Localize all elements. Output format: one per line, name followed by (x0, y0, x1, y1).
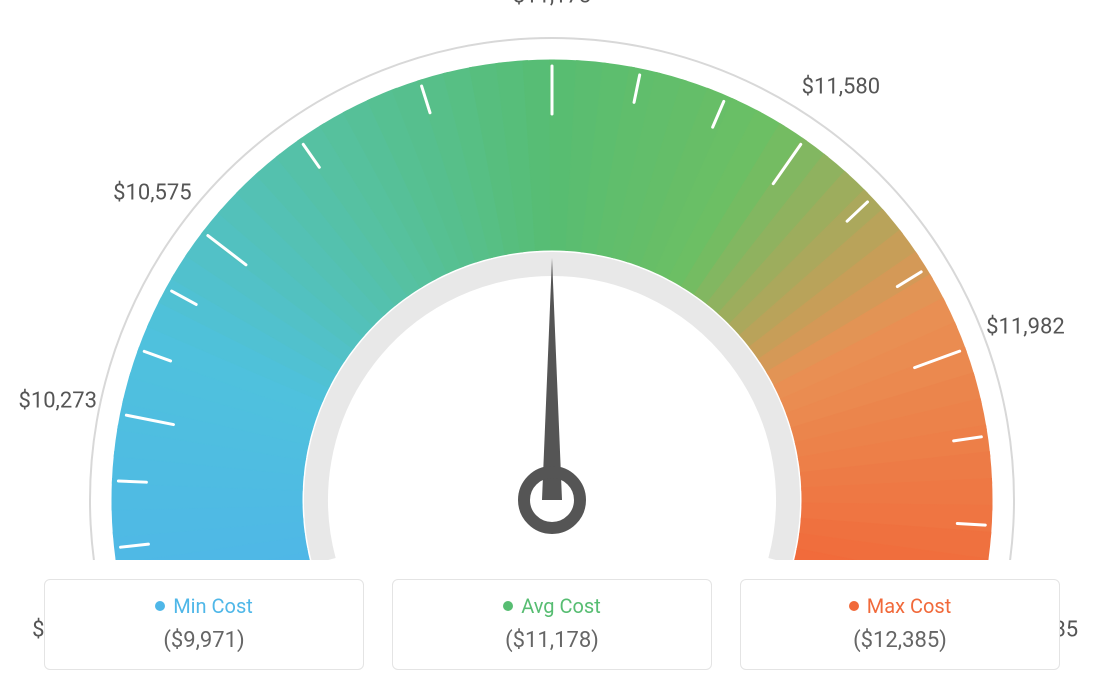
legend-row: Min Cost ($9,971) Avg Cost ($11,178) Max Cos… (0, 579, 1104, 670)
legend-title-text: Min Cost (173, 594, 253, 618)
legend-title-avg: Avg Cost (403, 594, 701, 618)
legend-card-avg: Avg Cost ($11,178) (392, 579, 712, 670)
legend-title-text: Max Cost (867, 594, 952, 618)
gauge-tick-label: $11,178 (513, 0, 592, 9)
legend-card-min: Min Cost ($9,971) (44, 579, 364, 670)
gauge-tick-label: $11,580 (802, 75, 881, 100)
legend-title-text: Avg Cost (521, 594, 601, 618)
legend-value-max: ($12,385) (751, 628, 1049, 653)
legend-title-min: Min Cost (55, 594, 353, 618)
legend-title-max: Max Cost (751, 594, 1049, 618)
legend-dot-min (155, 601, 165, 611)
gauge-needle (542, 258, 562, 500)
legend-dot-max (849, 601, 859, 611)
legend-dot-avg (503, 601, 513, 611)
gauge-tick-label: $11,982 (986, 315, 1065, 340)
gauge-svg (0, 0, 1104, 560)
gauge-tick-label: $10,273 (18, 389, 97, 414)
legend-value-avg: ($11,178) (403, 628, 701, 653)
legend-value-min: ($9,971) (55, 628, 353, 653)
legend-card-max: Max Cost ($12,385) (740, 579, 1060, 670)
cost-gauge: $9,971$10,273$10,575$11,178$11,580$11,98… (0, 0, 1104, 560)
gauge-tick-label: $10,575 (113, 180, 192, 205)
